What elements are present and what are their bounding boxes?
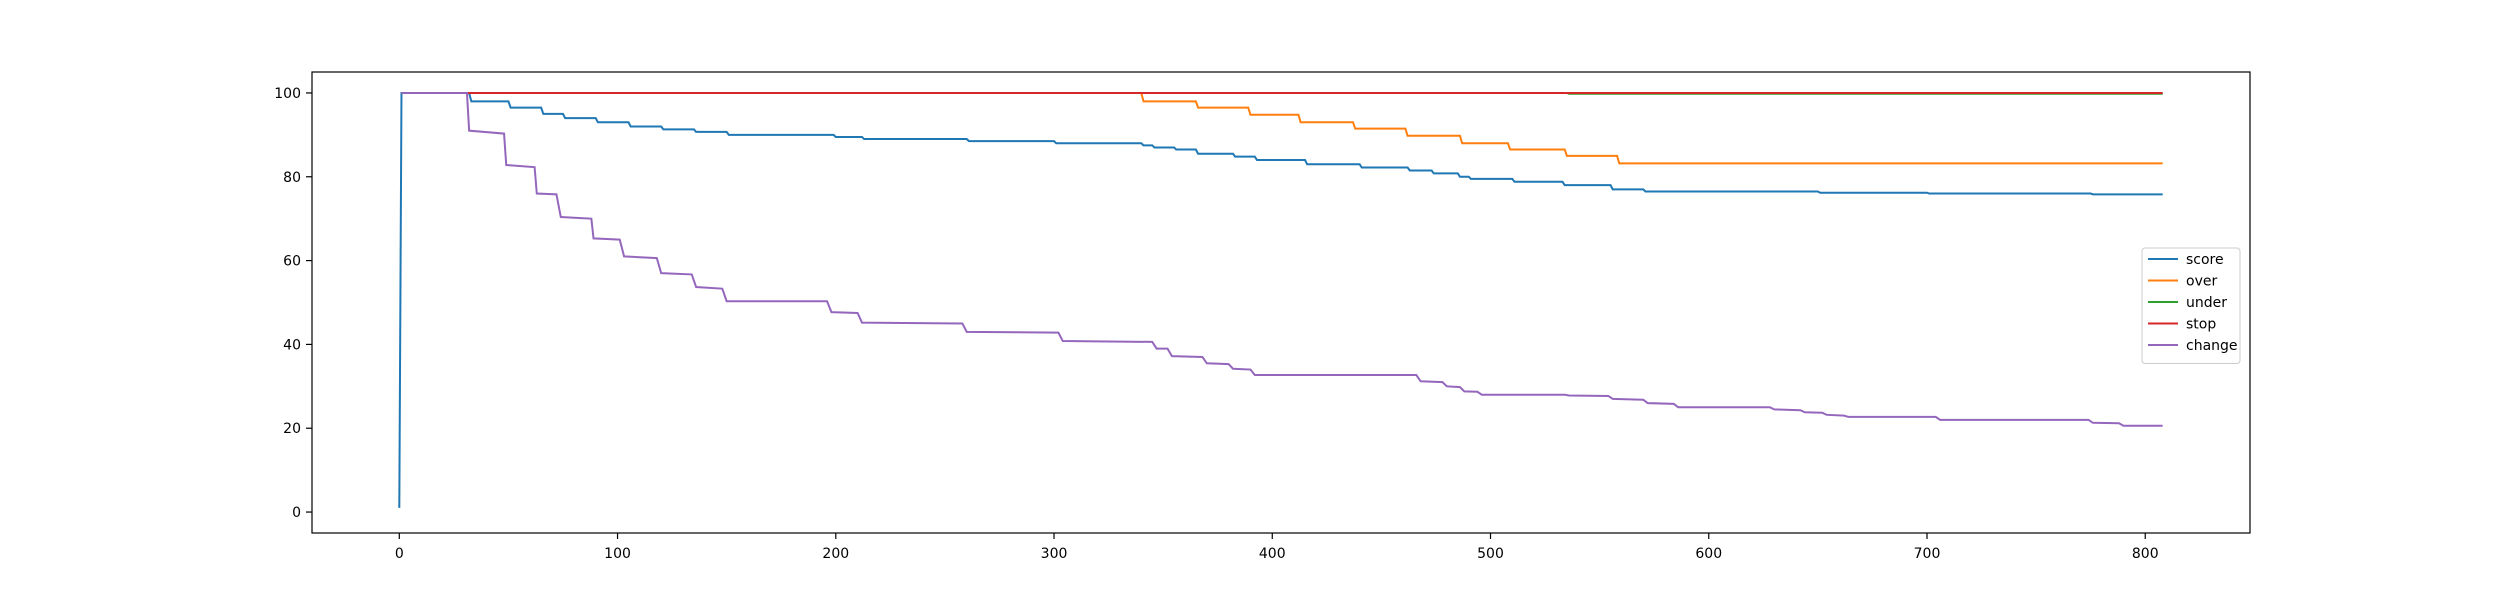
- legend-label-under: under: [2186, 295, 2227, 311]
- legend-label-score: score: [2186, 252, 2224, 268]
- y-tick-label: 40: [283, 337, 301, 353]
- axes: 0 100 200 300 400 500 600 700 800 0 20 40 60 80 100: [274, 71, 2251, 562]
- x-tick-label: 800: [2132, 546, 2159, 562]
- legend: score over under stop change: [2141, 247, 2241, 364]
- plot-area: [398, 91, 2163, 508]
- x-tick-label: 0: [395, 546, 404, 562]
- y-tick-label: 0: [292, 505, 301, 521]
- axes-frame: [311, 71, 2251, 534]
- y-tick-label: 60: [283, 254, 301, 270]
- legend-box: [2141, 247, 2241, 364]
- series-line-change: [401, 91, 2163, 427]
- x-tick-label: 100: [604, 546, 631, 562]
- legend-label-stop: stop: [2186, 317, 2216, 333]
- series-lines: [398, 91, 2163, 508]
- x-tick-label: 400: [1259, 546, 1286, 562]
- x-tick-label: 200: [822, 546, 849, 562]
- legend-label-over: over: [2186, 274, 2217, 290]
- y-tick-label: 100: [274, 86, 301, 102]
- series-line-over: [401, 91, 2163, 165]
- x-tick-label: 700: [1914, 546, 1941, 562]
- legend-label-change: change: [2186, 338, 2238, 354]
- x-tick-label: 300: [1041, 546, 1068, 562]
- y-tick-label: 20: [283, 421, 301, 437]
- x-tick-label: 500: [1477, 546, 1504, 562]
- series-line-score: [398, 91, 2163, 508]
- y-tick-label: 80: [283, 170, 301, 186]
- x-tick-label: 600: [1695, 546, 1722, 562]
